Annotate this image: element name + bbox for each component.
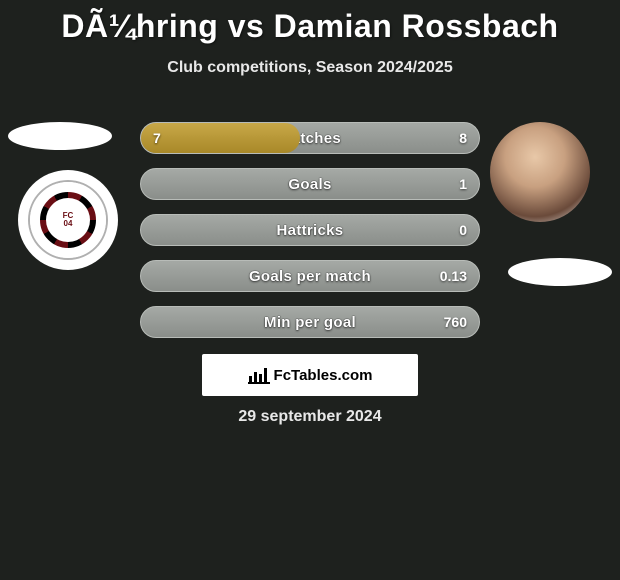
stat-value-right: 0 [459, 222, 467, 238]
club-badge-icon: FC04 [30, 182, 106, 258]
source-logo: FcTables.com [202, 354, 418, 396]
player1-club-badge: FC04 [18, 170, 118, 270]
stat-value-left: 7 [153, 130, 161, 146]
source-logo-text: FcTables.com [274, 367, 373, 384]
stat-label: Goals [288, 176, 331, 193]
player2-club-placeholder [508, 258, 612, 286]
bar-chart-icon [248, 366, 270, 384]
stat-label: Min per goal [264, 314, 356, 331]
stat-value-right: 8 [459, 130, 467, 146]
stat-bar-left [141, 123, 300, 153]
stat-label: Hattricks [277, 222, 344, 239]
comparison-card: DÃ¼hring vs Damian Rossbach Club competi… [0, 0, 620, 580]
stat-row: Min per goal 760 [140, 306, 480, 338]
stat-row: Hattricks 0 [140, 214, 480, 246]
stat-row: Goals per match 0.13 [140, 260, 480, 292]
stat-label: Goals per match [249, 268, 371, 285]
stats-table: Matches78Goals1Hattricks0Goals per match… [140, 122, 480, 352]
stat-value-right: 760 [444, 314, 467, 330]
stat-row: Matches78 [140, 122, 480, 154]
stat-value-right: 0.13 [440, 268, 467, 284]
stat-row: Goals 1 [140, 168, 480, 200]
subtitle: Club competitions, Season 2024/2025 [0, 59, 620, 77]
stat-value-right: 1 [459, 176, 467, 192]
page-title: DÃ¼hring vs Damian Rossbach [0, 0, 620, 45]
player1-photo-placeholder [8, 122, 112, 150]
player2-photo [490, 122, 590, 222]
club-badge-text: FC04 [46, 198, 90, 242]
date-line: 29 september 2024 [0, 408, 620, 426]
